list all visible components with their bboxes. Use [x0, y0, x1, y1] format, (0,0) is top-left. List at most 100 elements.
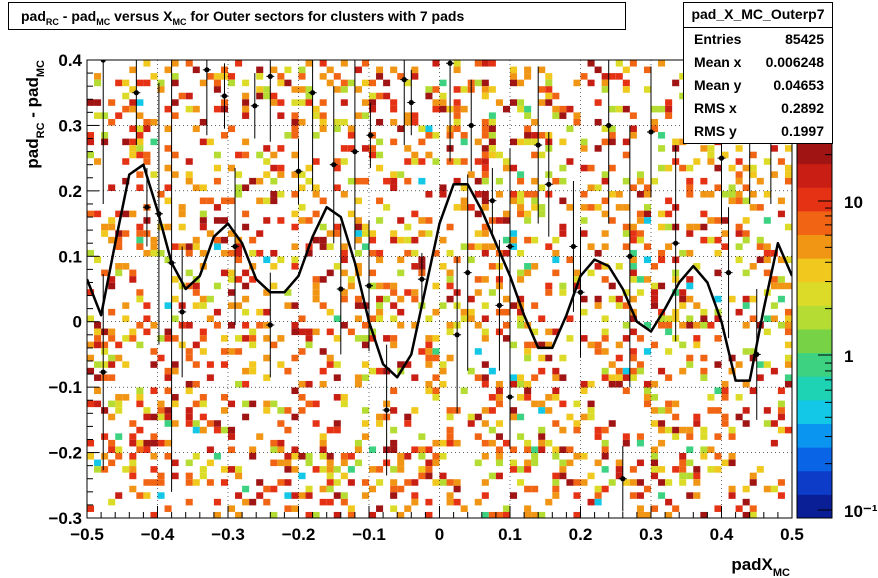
x-tick-label: 0.4 — [710, 525, 734, 544]
heatmap-cell — [263, 400, 271, 408]
heatmap-cell — [679, 138, 687, 146]
heatmap-cell — [418, 453, 426, 460]
z-tick-label: 10 — [844, 193, 863, 212]
heatmap-cell — [94, 328, 102, 336]
heatmap-cell — [721, 230, 729, 237]
heatmap-cell — [770, 282, 778, 290]
stats-row: Mean y 0.04653 — [684, 74, 832, 97]
heatmap-cell — [213, 86, 221, 93]
heatmap-cell — [510, 191, 518, 198]
heatmap-cell — [446, 354, 454, 362]
heatmap-cell — [164, 374, 172, 381]
heatmap-cell — [242, 485, 250, 493]
heatmap-cell — [524, 105, 532, 113]
heatmap-cell — [517, 394, 525, 401]
heatmap-cell — [397, 308, 405, 316]
heatmap-cell — [481, 230, 489, 237]
heatmap-cell — [143, 328, 151, 336]
heatmap-cell — [770, 249, 778, 257]
heatmap-cell — [510, 66, 518, 74]
heatmap-cell — [185, 354, 193, 362]
heatmap-cell — [376, 151, 384, 159]
heatmap-cell — [213, 453, 221, 460]
heatmap-cell — [643, 276, 651, 283]
heatmap-cell — [291, 328, 299, 336]
heatmap-cell — [94, 466, 102, 473]
palette-swatch — [797, 163, 832, 188]
heatmap-cell — [390, 99, 398, 106]
heatmap-cell — [608, 479, 616, 486]
heatmap-cell — [460, 315, 468, 322]
heatmap-cell — [361, 322, 369, 329]
heatmap-cell — [263, 158, 271, 165]
heatmap-cell — [404, 361, 412, 368]
heatmap-cell — [573, 420, 581, 427]
heatmap-cell — [517, 433, 525, 440]
heatmap-cell — [777, 210, 785, 218]
heatmap-cell — [629, 315, 637, 322]
heatmap-cell — [735, 197, 743, 205]
heatmap-cell — [305, 249, 313, 257]
heatmap-cell — [502, 249, 510, 257]
heatmap-cell — [608, 125, 616, 133]
heatmap-cell — [594, 184, 602, 191]
heatmap-cell — [326, 269, 334, 277]
heatmap-cell — [284, 407, 292, 414]
heatmap-cell — [122, 466, 130, 473]
heatmap-cell — [587, 413, 595, 421]
heatmap-cell — [749, 204, 757, 211]
heatmap-cell — [263, 92, 271, 100]
heatmap-cell — [164, 256, 172, 264]
heatmap-cell — [629, 374, 637, 381]
heatmap-cell — [87, 315, 95, 322]
heatmap-cell — [749, 511, 757, 518]
heatmap-cell — [524, 394, 532, 401]
heatmap-cell — [312, 282, 320, 290]
heatmap-cell — [418, 125, 426, 133]
heatmap-cell — [150, 433, 158, 440]
heatmap-cell — [559, 459, 567, 467]
heatmap-cell — [277, 217, 285, 224]
stats-title: pad_X_MC_Outerp7 — [684, 3, 832, 28]
heatmap-cell — [524, 466, 532, 473]
heatmap-cell — [686, 177, 694, 185]
palette-swatch — [797, 447, 832, 472]
heatmap-cell — [636, 479, 644, 486]
heatmap-cell — [517, 466, 525, 473]
heatmap-cell — [404, 413, 412, 421]
heatmap-cell — [94, 459, 102, 467]
heatmap-cell — [354, 263, 362, 270]
heatmap-cell — [777, 492, 785, 499]
heatmap-cell — [658, 479, 666, 486]
heatmap-cell — [376, 315, 384, 322]
heatmap-cell — [714, 466, 722, 473]
heatmap-cell — [242, 184, 250, 191]
heatmap-cell — [340, 269, 348, 277]
heatmap-cell — [608, 138, 616, 146]
heatmap-cell — [601, 171, 609, 178]
heatmap-cell — [481, 374, 489, 381]
heatmap-cell — [707, 446, 715, 453]
heatmap-cell — [784, 374, 792, 381]
heatmap-cell — [129, 145, 137, 152]
data-point — [252, 103, 258, 109]
heatmap-cell — [425, 335, 433, 342]
heatmap-cell — [721, 387, 729, 395]
heatmap-cell — [474, 459, 482, 467]
heatmap-cell — [361, 230, 369, 237]
heatmap-cell — [474, 138, 482, 146]
heatmap-cell — [481, 335, 489, 342]
heatmap-cell — [228, 426, 236, 434]
heatmap-cell — [192, 453, 200, 460]
heatmap-cell — [298, 315, 306, 322]
data-points — [99, 60, 775, 512]
heatmap-cell — [495, 151, 503, 159]
heatmap-cell — [439, 236, 447, 244]
heatmap-cell — [629, 367, 637, 375]
heatmap-cell — [143, 479, 151, 486]
heatmap-cell — [538, 132, 546, 139]
heatmap-cell — [481, 92, 489, 100]
heatmap-cell — [552, 479, 560, 486]
heatmap-cell — [686, 361, 694, 368]
heatmap-cell — [228, 249, 236, 257]
